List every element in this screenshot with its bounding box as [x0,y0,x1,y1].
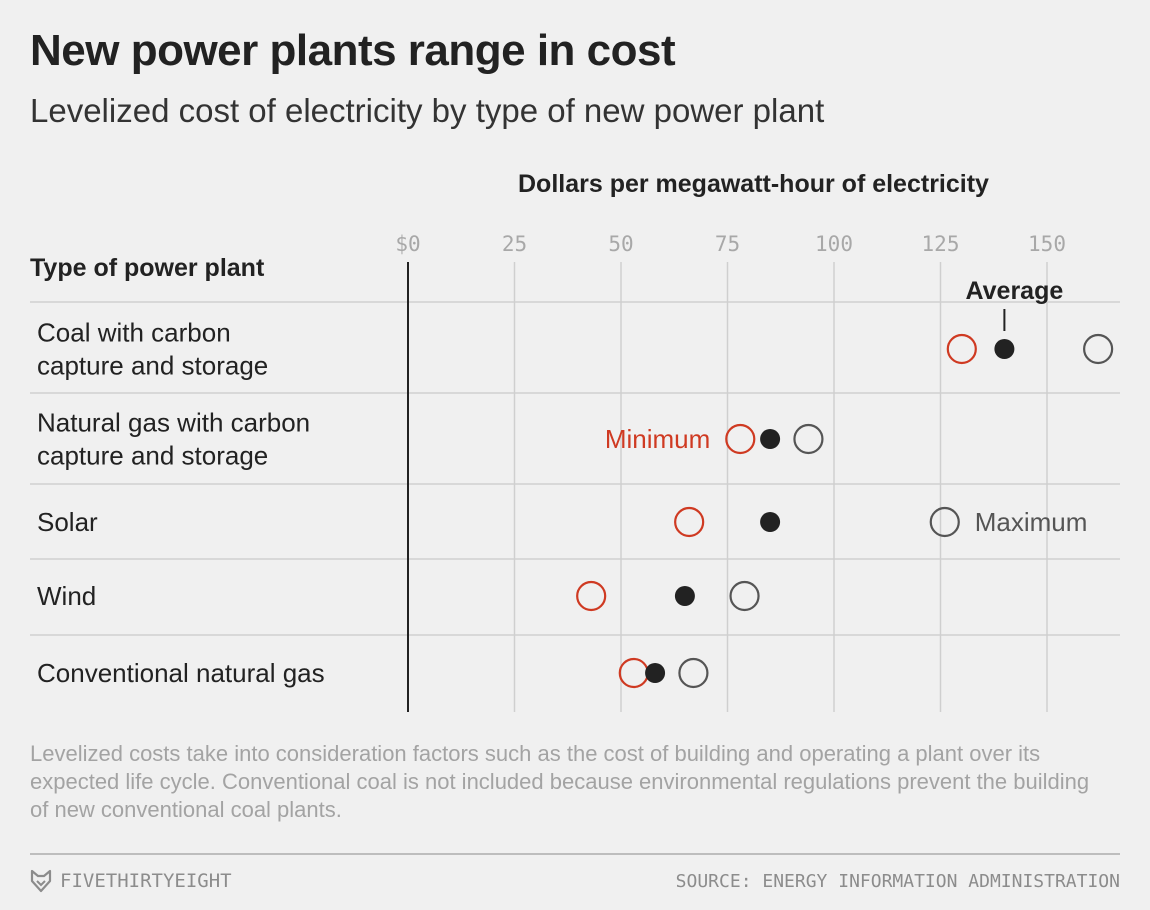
min-point [674,506,705,538]
x-tick-label: 125 [922,232,960,256]
fox-icon [30,869,52,893]
category-label: Coal with carbon [37,318,231,348]
category-label: capture and storage [37,351,268,381]
avg-point [760,429,781,449]
chart-title: New power plants range in cost [30,26,676,75]
average-annotation: Average [966,277,1064,305]
category-label: capture and storage [37,441,268,471]
minimum-annotation: Minimum [605,424,710,454]
x-tick-label: 25 [502,232,527,256]
max-point [1083,333,1114,365]
avg-point [994,339,1015,359]
x-tick-label: 150 [1028,232,1066,256]
max-point [929,506,960,538]
x-tick-label: $0 [395,232,420,256]
min-point [725,423,756,455]
row-header: Type of power plant [30,254,265,282]
brand: FIVETHIRTYEIGHT [30,869,232,893]
footnote: Levelized costs take into consideration … [30,741,1090,822]
brand-name: FIVETHIRTYEIGHT [60,870,232,892]
min-point [618,657,649,689]
max-point [678,657,709,689]
min-point [576,580,607,612]
maximum-annotation: Maximum [975,507,1088,537]
avg-point [645,663,666,683]
x-axis-label: Dollars per megawatt-hour of electricity [518,170,989,198]
category-label: Solar [37,507,98,537]
chart-subtitle: Levelized cost of electricity by type of… [30,92,825,129]
source-credit: SOURCE: ENERGY INFORMATION ADMINISTRATIO… [675,871,1120,892]
x-tick-label: 100 [815,232,853,256]
x-tick-label: 50 [608,232,633,256]
min-point [946,333,977,365]
avg-point [760,512,781,532]
x-tick-label: 75 [715,232,740,256]
category-label: Natural gas with carbon [37,408,310,438]
max-point [729,580,760,612]
max-point [793,423,824,455]
avg-point [674,586,695,606]
category-label: Wind [37,581,96,611]
category-label: Conventional natural gas [37,658,325,688]
footer-divider [30,853,1120,855]
